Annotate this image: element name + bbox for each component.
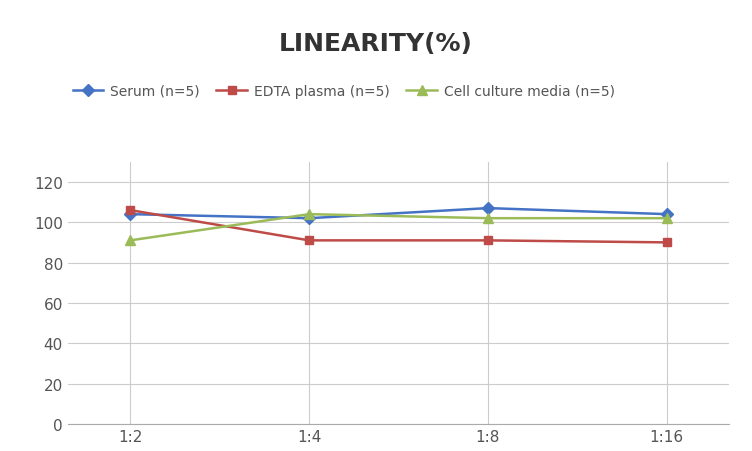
Text: LINEARITY(%): LINEARITY(%) <box>279 32 473 55</box>
EDTA plasma (n=5) <box>305 238 314 244</box>
Line: Serum (n=5): Serum (n=5) <box>126 204 671 223</box>
Serum (n=5) <box>663 212 672 217</box>
Serum (n=5) <box>484 206 493 212</box>
EDTA plasma (n=5) <box>484 238 493 244</box>
EDTA plasma (n=5) <box>663 240 672 245</box>
Legend: Serum (n=5), EDTA plasma (n=5), Cell culture media (n=5): Serum (n=5), EDTA plasma (n=5), Cell cul… <box>67 79 620 104</box>
Cell culture media (n=5) <box>663 216 672 221</box>
Serum (n=5) <box>305 216 314 221</box>
Cell culture media (n=5) <box>305 212 314 217</box>
Cell culture media (n=5) <box>484 216 493 221</box>
EDTA plasma (n=5) <box>126 208 135 213</box>
Serum (n=5) <box>126 212 135 217</box>
Cell culture media (n=5) <box>126 238 135 244</box>
Line: Cell culture media (n=5): Cell culture media (n=5) <box>126 210 672 246</box>
Line: EDTA plasma (n=5): EDTA plasma (n=5) <box>126 207 671 247</box>
